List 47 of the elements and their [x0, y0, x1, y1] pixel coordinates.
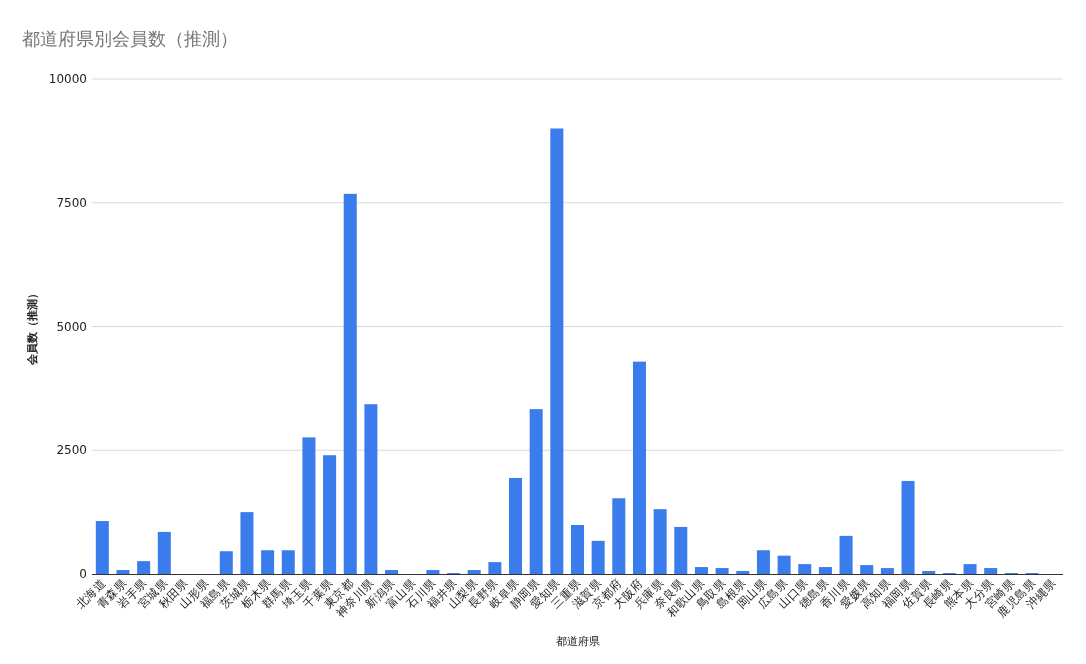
bar — [798, 564, 812, 574]
bar — [818, 567, 832, 574]
bar — [343, 193, 357, 574]
bar — [591, 540, 605, 574]
bar — [467, 570, 481, 574]
bar — [509, 477, 523, 574]
bar — [323, 455, 337, 574]
bar — [157, 531, 171, 574]
bar — [137, 561, 151, 574]
bar — [839, 535, 853, 574]
bar — [963, 564, 977, 574]
bar — [674, 526, 688, 574]
bar — [550, 128, 564, 574]
bar — [240, 512, 254, 574]
bar — [385, 570, 399, 574]
bar — [715, 568, 729, 574]
bar — [736, 571, 750, 574]
bar — [95, 521, 109, 574]
bar — [632, 361, 646, 574]
bar — [901, 480, 915, 574]
bar — [653, 509, 667, 574]
chart-title: 都道府県別会員数（推測） — [22, 28, 238, 49]
bar — [426, 570, 440, 574]
bar — [880, 568, 894, 574]
y-tick-label: 0 — [79, 567, 87, 581]
bar — [488, 562, 502, 574]
bar — [570, 525, 585, 574]
bar — [694, 567, 708, 574]
y-tick-label: 7500 — [56, 195, 87, 210]
y-tick-label: 10000 — [48, 72, 87, 86]
y-tick-label: 5000 — [56, 319, 87, 334]
bar — [612, 498, 626, 574]
bar — [302, 437, 316, 574]
y-tick-label: 2500 — [56, 443, 87, 458]
x-axis-title: 都道府県 — [555, 635, 600, 648]
bar — [922, 571, 936, 574]
bar — [219, 551, 233, 574]
bar — [281, 550, 295, 574]
bar — [777, 555, 791, 574]
bar — [984, 568, 998, 574]
bar — [364, 404, 378, 574]
bar — [756, 550, 770, 574]
bar — [261, 550, 275, 574]
bar — [529, 409, 543, 574]
bar — [860, 565, 874, 574]
y-axis-title: 会員数（推測） — [26, 288, 39, 366]
bar — [116, 570, 130, 574]
